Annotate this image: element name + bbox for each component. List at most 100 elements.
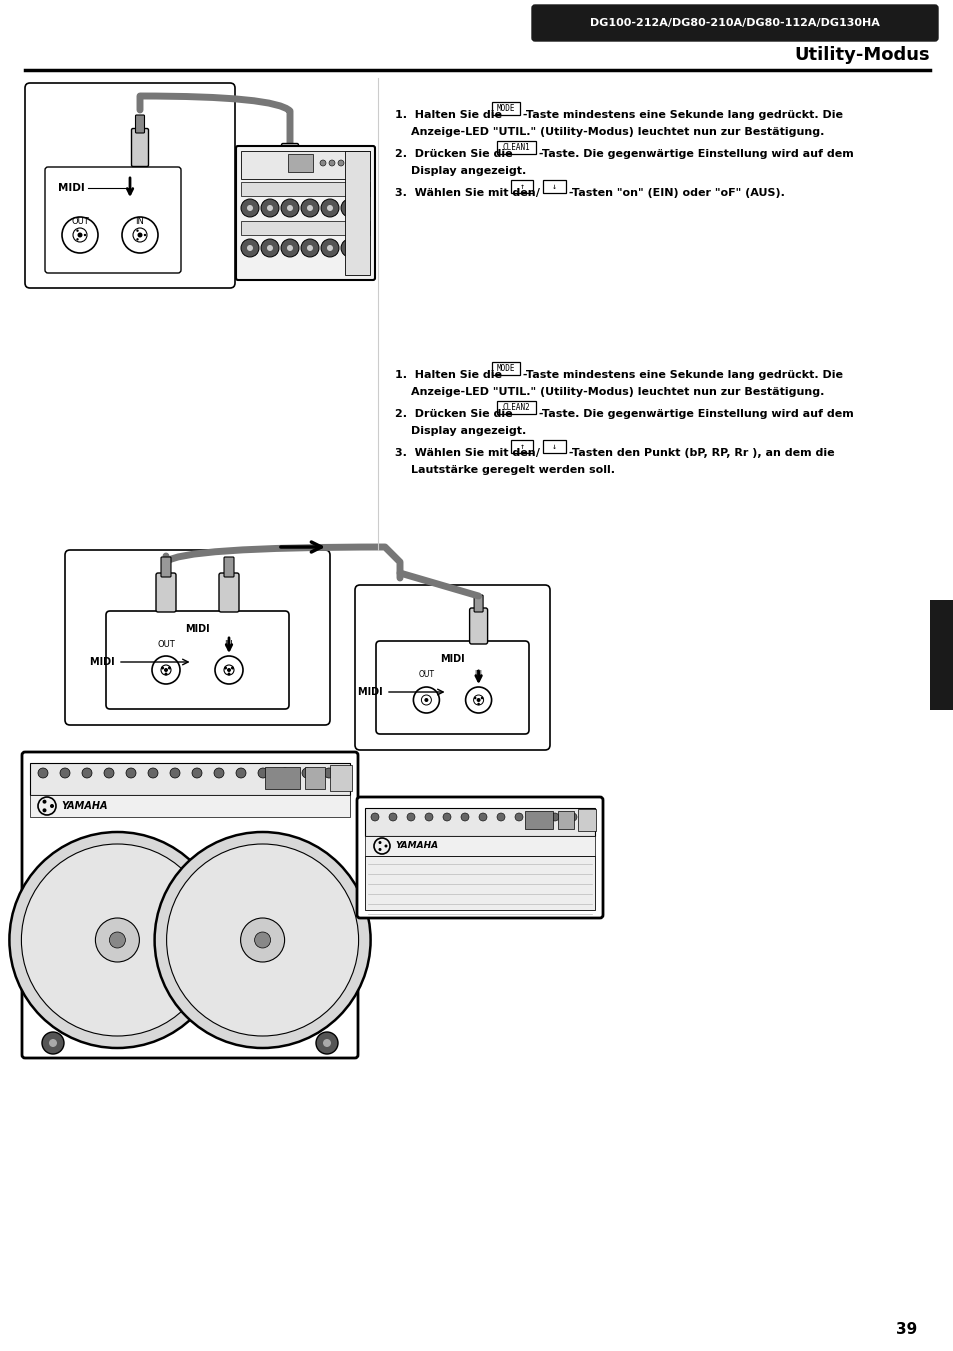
FancyBboxPatch shape	[497, 141, 536, 154]
Circle shape	[126, 767, 136, 778]
Text: IN: IN	[474, 670, 482, 680]
Circle shape	[442, 813, 451, 821]
Circle shape	[476, 703, 479, 705]
FancyBboxPatch shape	[375, 640, 529, 734]
Text: 2.  Drücken Sie die: 2. Drücken Sie die	[395, 149, 516, 159]
Circle shape	[257, 767, 268, 778]
Bar	[265, 767, 299, 789]
FancyBboxPatch shape	[532, 5, 937, 41]
FancyBboxPatch shape	[25, 82, 234, 288]
FancyBboxPatch shape	[356, 797, 602, 917]
Circle shape	[110, 932, 125, 948]
Text: ↓: ↓	[547, 442, 561, 451]
Text: IN: IN	[135, 218, 144, 227]
Circle shape	[240, 917, 284, 962]
FancyBboxPatch shape	[492, 101, 519, 115]
Circle shape	[347, 245, 353, 251]
Circle shape	[60, 767, 70, 778]
Circle shape	[267, 245, 273, 251]
Bar	[558, 811, 574, 830]
Text: MIDI: MIDI	[439, 654, 464, 663]
Text: 39: 39	[896, 1323, 917, 1337]
Text: 3.  Wählen Sie mit den: 3. Wählen Sie mit den	[395, 449, 539, 458]
Text: Anzeige-LED "UTIL." (Utility-Modus) leuchtet nun zur Bestätigung.: Anzeige-LED "UTIL." (Utility-Modus) leuc…	[411, 127, 823, 136]
Circle shape	[480, 697, 483, 700]
Circle shape	[192, 767, 202, 778]
Circle shape	[42, 1032, 64, 1054]
Circle shape	[301, 239, 318, 257]
FancyBboxPatch shape	[543, 440, 565, 453]
FancyBboxPatch shape	[106, 611, 289, 709]
Text: Lautstärke geregelt werden soll.: Lautstärke geregelt werden soll.	[411, 465, 615, 476]
FancyBboxPatch shape	[235, 146, 375, 280]
Text: MIDI: MIDI	[57, 182, 88, 193]
Text: -Tasten "on" (EIN) oder "oF" (AUS).: -Tasten "on" (EIN) oder "oF" (AUS).	[564, 188, 784, 199]
Bar	[305, 767, 325, 789]
Circle shape	[280, 767, 290, 778]
Circle shape	[21, 844, 213, 1036]
Bar	[241, 222, 370, 235]
Circle shape	[515, 813, 522, 821]
FancyBboxPatch shape	[511, 180, 533, 193]
Text: YAMAHA: YAMAHA	[61, 801, 108, 811]
Circle shape	[340, 199, 358, 218]
Circle shape	[213, 767, 224, 778]
Circle shape	[136, 238, 138, 240]
Circle shape	[424, 698, 428, 703]
Circle shape	[136, 230, 138, 232]
Circle shape	[144, 234, 146, 236]
Circle shape	[43, 808, 47, 812]
Circle shape	[49, 1039, 57, 1047]
FancyBboxPatch shape	[224, 557, 233, 577]
Circle shape	[170, 767, 180, 778]
Bar	[30, 763, 350, 794]
Circle shape	[281, 199, 298, 218]
Circle shape	[168, 666, 171, 670]
FancyBboxPatch shape	[474, 594, 482, 612]
Text: Display angezeigt.: Display angezeigt.	[411, 426, 526, 436]
Circle shape	[235, 767, 246, 778]
Circle shape	[460, 813, 469, 821]
Text: -Taste. Die gegenwärtige Einstellung wird auf dem: -Taste. Die gegenwärtige Einstellung wir…	[535, 149, 853, 159]
Circle shape	[347, 205, 353, 211]
Circle shape	[315, 1032, 337, 1054]
Bar	[365, 836, 595, 857]
Circle shape	[327, 245, 333, 251]
Text: MIDI: MIDI	[357, 688, 386, 697]
Circle shape	[389, 813, 396, 821]
Bar	[524, 811, 553, 830]
Circle shape	[287, 205, 293, 211]
FancyBboxPatch shape	[219, 573, 239, 612]
Circle shape	[407, 813, 415, 821]
FancyBboxPatch shape	[161, 557, 171, 577]
Text: Display angezeigt.: Display angezeigt.	[411, 166, 526, 176]
Text: -Taste mindestens eine Sekunde lang gedrückt. Die: -Taste mindestens eine Sekunde lang gedr…	[518, 109, 842, 120]
Text: OUT: OUT	[71, 218, 89, 227]
Text: 1.  Halten Sie die: 1. Halten Sie die	[395, 370, 505, 380]
Circle shape	[77, 232, 82, 238]
FancyBboxPatch shape	[156, 573, 175, 612]
FancyBboxPatch shape	[497, 401, 536, 413]
Bar	[330, 765, 352, 790]
Circle shape	[247, 205, 253, 211]
Circle shape	[164, 673, 168, 676]
Text: Anzeige-LED "UTIL." (Utility-Modus) leuchtet nun zur Bestätigung.: Anzeige-LED "UTIL." (Utility-Modus) leuc…	[411, 386, 823, 397]
Text: MODE: MODE	[497, 104, 515, 113]
Circle shape	[137, 232, 142, 238]
Text: ↑: ↑	[515, 182, 529, 190]
Text: -Taste mindestens eine Sekunde lang gedrückt. Die: -Taste mindestens eine Sekunde lang gedr…	[518, 370, 842, 380]
Bar	[241, 182, 370, 196]
FancyBboxPatch shape	[132, 128, 149, 166]
Text: /: /	[532, 449, 544, 458]
FancyBboxPatch shape	[492, 362, 519, 376]
Circle shape	[327, 205, 333, 211]
Bar	[345, 151, 370, 276]
Circle shape	[340, 239, 358, 257]
Text: -Taste. Die gegenwärtige Einstellung wird auf dem: -Taste. Die gegenwärtige Einstellung wir…	[535, 409, 853, 419]
FancyBboxPatch shape	[65, 550, 330, 725]
Circle shape	[227, 673, 231, 676]
Circle shape	[261, 239, 278, 257]
Circle shape	[307, 245, 313, 251]
Text: 3.  Wählen Sie mit den: 3. Wählen Sie mit den	[395, 188, 539, 199]
Text: 1.  Halten Sie die: 1. Halten Sie die	[395, 109, 505, 120]
